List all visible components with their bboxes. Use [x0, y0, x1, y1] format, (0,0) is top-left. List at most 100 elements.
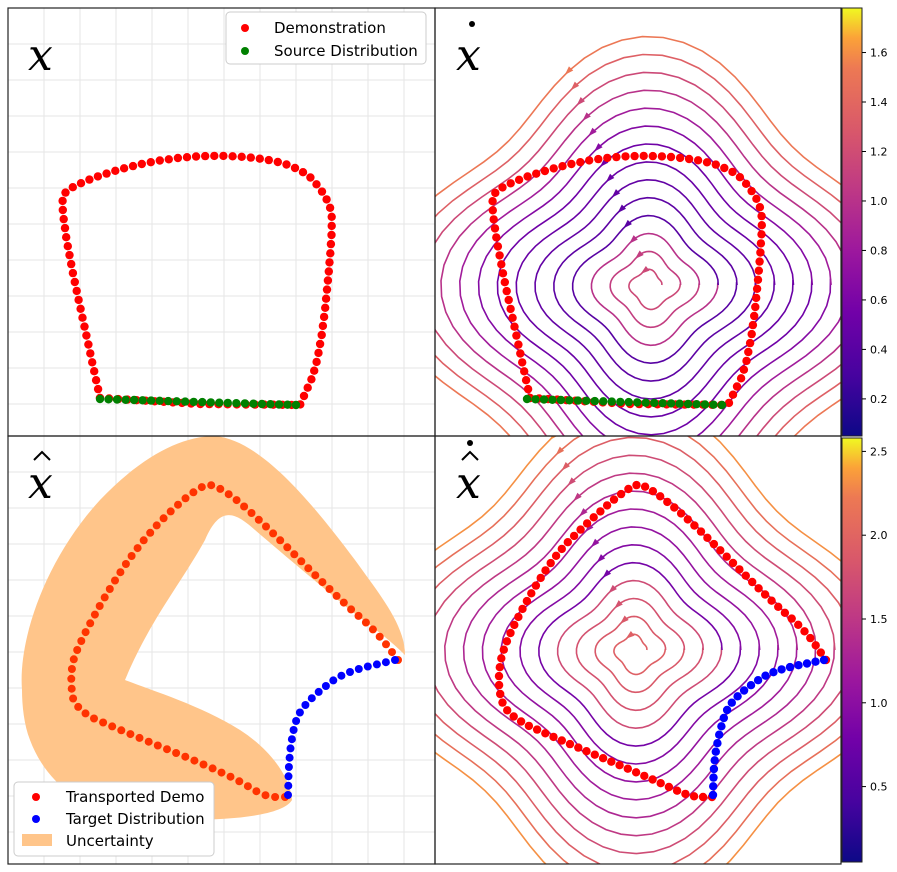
target-point	[284, 781, 293, 790]
demo-point	[325, 258, 334, 267]
demo-point	[648, 151, 657, 161]
demo-point	[495, 251, 504, 260]
demo-point	[753, 275, 763, 284]
transported-point	[631, 768, 641, 777]
demo-point	[290, 163, 300, 173]
demo-point	[504, 295, 513, 305]
target-point	[785, 662, 795, 672]
demo-point	[90, 367, 99, 376]
transported-point	[536, 573, 545, 583]
transported-point	[325, 585, 334, 593]
transported-point	[698, 792, 708, 802]
demo-point	[755, 203, 765, 212]
target-point	[722, 705, 732, 715]
legend-target: Target Distribution	[65, 810, 205, 828]
transported-point	[318, 578, 327, 587]
streamline-arrow	[576, 97, 585, 106]
target-point	[711, 747, 720, 756]
transported-point	[311, 571, 320, 580]
source-point	[181, 397, 190, 406]
transported-point	[787, 614, 796, 623]
transported-point	[74, 702, 83, 711]
transported-point	[527, 589, 536, 598]
demo-point	[492, 233, 501, 242]
source-point	[172, 397, 181, 406]
source-point	[692, 400, 701, 409]
target-point	[733, 692, 742, 701]
demo-point	[70, 277, 80, 287]
demo-point	[88, 358, 97, 367]
transported-point	[197, 483, 206, 492]
transported-point	[189, 488, 198, 497]
source-point	[95, 394, 105, 404]
streamline-arrow	[617, 204, 627, 213]
transported-point	[722, 552, 731, 561]
target-point	[329, 676, 338, 685]
points-top-right	[488, 151, 766, 410]
transported-point	[516, 717, 526, 726]
transported-point	[676, 509, 686, 518]
transported-point	[794, 620, 803, 629]
transported-point	[735, 565, 744, 574]
source-point	[683, 399, 693, 409]
demo-point	[68, 268, 78, 278]
target-point	[287, 735, 296, 744]
source-point	[641, 398, 650, 407]
streamline-arrow	[614, 600, 623, 609]
streamline-arrow	[567, 477, 576, 486]
transported-point	[728, 558, 738, 568]
demo-point	[745, 338, 755, 348]
demo-point	[512, 331, 521, 340]
transported-point	[690, 521, 699, 530]
demo-point	[119, 164, 129, 173]
target-point	[372, 660, 381, 669]
streamline	[628, 268, 682, 311]
demo-point	[80, 322, 89, 331]
demo-point	[137, 159, 146, 169]
transported-point	[816, 648, 825, 657]
transported-point	[800, 627, 809, 636]
transported-point	[172, 749, 181, 757]
target-point	[301, 701, 310, 709]
demo-point	[111, 166, 120, 175]
source-point	[274, 400, 284, 409]
transported-point	[689, 792, 699, 801]
transported-point	[111, 576, 119, 585]
streamline-arrow	[582, 112, 591, 121]
source-point	[666, 399, 676, 408]
source-point	[531, 395, 540, 404]
transported-point	[271, 793, 280, 801]
transported-point	[616, 489, 626, 499]
demo-point	[317, 330, 326, 340]
transported-point	[243, 782, 252, 791]
demo-point	[739, 365, 749, 374]
transported-point	[190, 756, 199, 765]
grid-top-left	[8, 8, 435, 436]
label-x: x	[28, 30, 53, 81]
streamline	[538, 561, 742, 747]
demo-point	[91, 376, 101, 385]
colorbar-tick-label: 1.0	[870, 195, 888, 208]
target-point	[292, 717, 301, 725]
transported-point	[518, 604, 527, 614]
demo-point	[318, 321, 328, 331]
transported-point	[582, 519, 592, 528]
demo-point	[506, 179, 515, 188]
transported-point	[640, 771, 649, 781]
source-point	[104, 395, 113, 404]
demo-point	[246, 153, 255, 162]
colorbar-tick-label: 2.5	[870, 445, 888, 458]
demo-point	[58, 205, 67, 215]
transported-point	[741, 571, 750, 580]
transported-point	[696, 527, 706, 536]
transported-point	[139, 536, 148, 545]
transported-point	[252, 787, 261, 796]
legend-source: Source Distribution	[274, 42, 418, 60]
demo-point	[61, 233, 71, 242]
transported-point	[382, 640, 390, 649]
demo-point	[757, 221, 766, 230]
demo-point	[549, 164, 558, 173]
demo-point	[155, 156, 164, 165]
demo-point	[514, 340, 523, 349]
demo-point	[282, 160, 291, 169]
